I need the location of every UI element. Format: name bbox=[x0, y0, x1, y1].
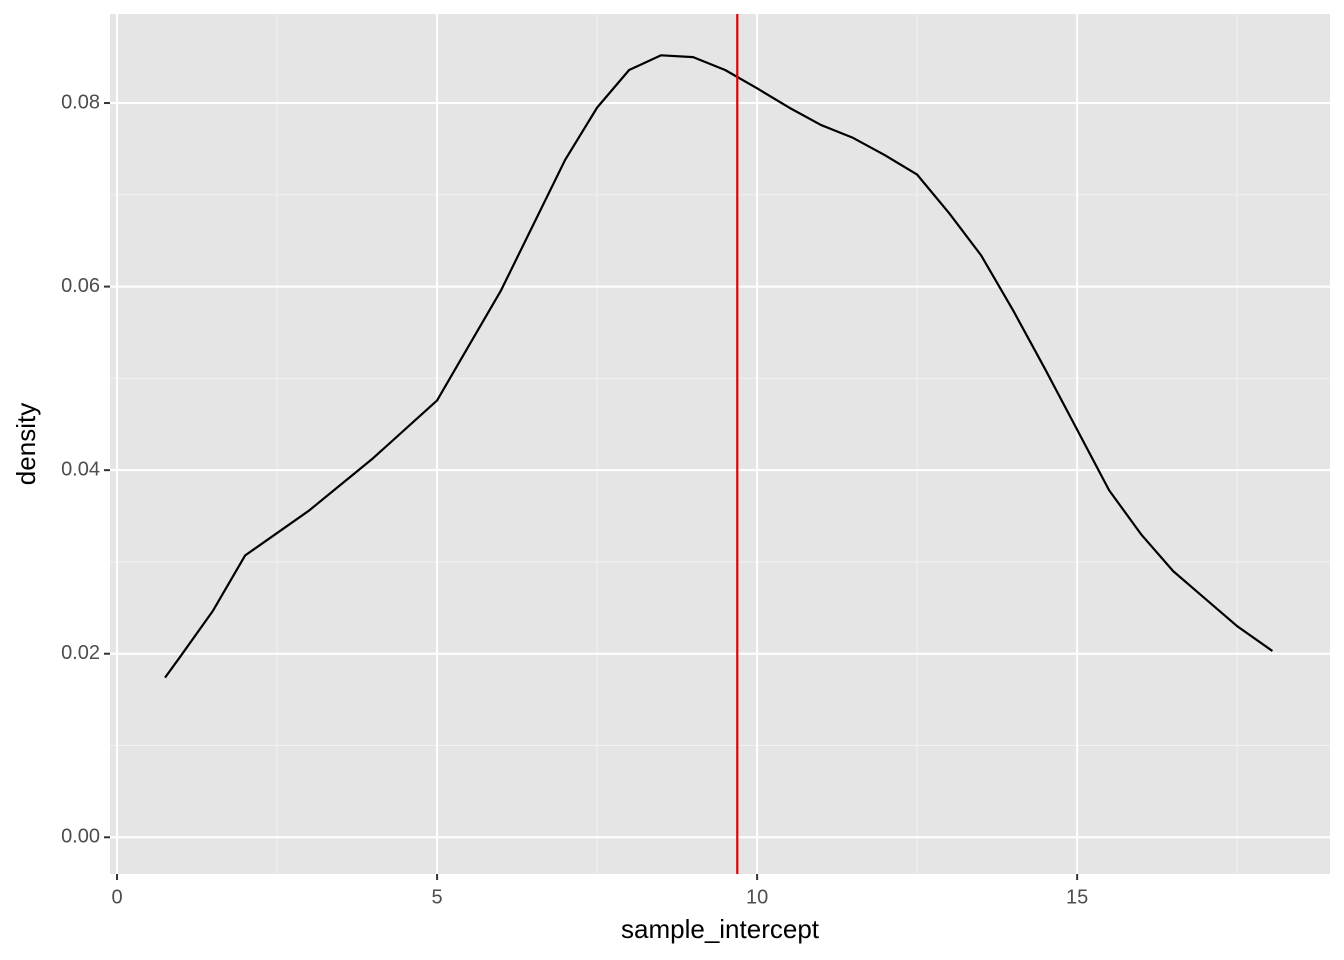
panel bbox=[110, 14, 1330, 874]
x-tick-label: 10 bbox=[746, 886, 768, 908]
x-tick-label: 15 bbox=[1066, 886, 1088, 908]
density-line bbox=[164, 54, 1274, 679]
y-tick-label: 0.04 bbox=[61, 458, 100, 480]
y-tick-label: 0.08 bbox=[61, 91, 100, 113]
x-axis-title: sample_intercept bbox=[621, 914, 820, 944]
y-axis-title: density bbox=[11, 403, 41, 485]
y-tick-label: 0.00 bbox=[61, 826, 100, 848]
y-tick-label: 0.02 bbox=[61, 642, 100, 664]
x-tick-label: 5 bbox=[432, 886, 443, 908]
x-tick-label: 0 bbox=[111, 886, 122, 908]
y-tick-label: 0.06 bbox=[61, 275, 100, 297]
